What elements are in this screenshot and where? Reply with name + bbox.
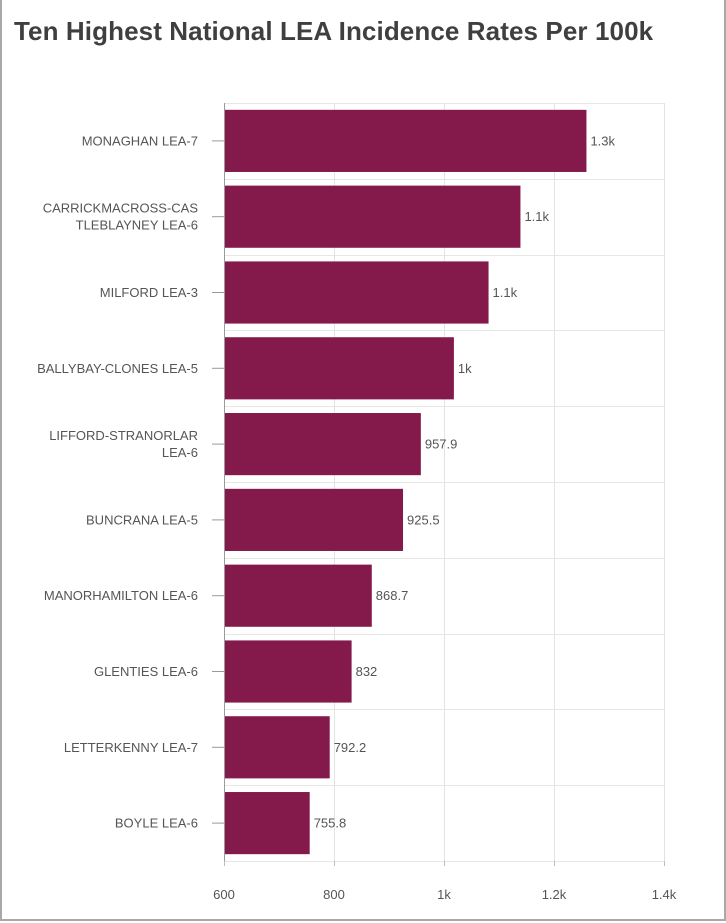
data-label: 832 xyxy=(356,664,378,679)
data-label: 1.3k xyxy=(590,133,615,148)
category-label: BUNCRANA LEA-5 xyxy=(86,512,198,527)
bar xyxy=(224,488,404,551)
data-label: 1.1k xyxy=(493,285,518,300)
chart-title: Ten Highest National LEA Incidence Rates… xyxy=(14,16,654,46)
category-label: BALLYBAY-CLONES LEA-5 xyxy=(37,361,198,376)
data-label: 792.2 xyxy=(334,740,367,755)
bar xyxy=(224,261,489,324)
bar xyxy=(224,640,352,703)
data-label: 925.5 xyxy=(407,512,440,527)
x-tick-label: 600 xyxy=(213,887,235,902)
data-label: 1.1k xyxy=(524,209,549,224)
bar xyxy=(224,413,421,476)
x-tick-label: 1.2k xyxy=(542,887,567,902)
bar xyxy=(224,337,454,400)
data-label: 755.8 xyxy=(314,816,347,831)
category-label: BOYLE LEA-6 xyxy=(115,816,198,831)
bar xyxy=(224,716,330,779)
data-label: 1k xyxy=(458,361,472,376)
bar xyxy=(224,109,587,172)
x-tick-label: 800 xyxy=(323,887,345,902)
category-label: GLENTIES LEA-6 xyxy=(94,664,198,679)
category-label: CARRICKMACROSS-CAS TLEBLAYNEY LEA-6 xyxy=(43,201,199,233)
category-label: MONAGHAN LEA-7 xyxy=(82,133,198,148)
category-label: MANORHAMILTON LEA-6 xyxy=(44,588,198,603)
bar xyxy=(224,792,310,855)
x-tick-label: 1k xyxy=(437,887,451,902)
bar xyxy=(224,564,372,627)
data-label: 957.9 xyxy=(425,437,458,452)
category-label: LETTERKENNY LEA-7 xyxy=(64,740,198,755)
bar xyxy=(224,185,521,248)
x-tick-label: 1.4k xyxy=(652,887,677,902)
category-label: LIFFORD-STRANORLAR LEA-6 xyxy=(49,428,198,460)
data-label: 868.7 xyxy=(376,588,409,603)
category-label: MILFORD LEA-3 xyxy=(100,285,198,300)
